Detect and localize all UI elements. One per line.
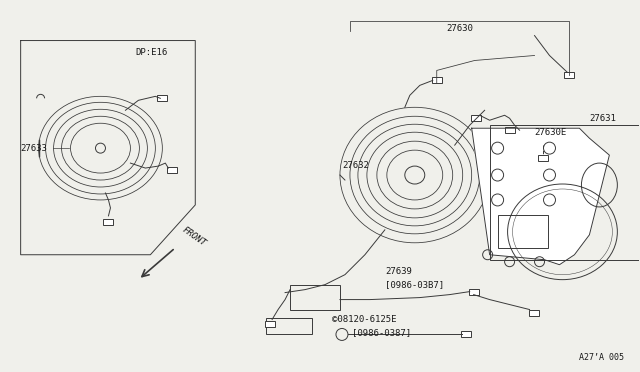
Bar (157, 95, 167, 101)
Text: [0986-03B7]: [0986-03B7] (385, 280, 444, 289)
Bar (266, 318, 312, 334)
Text: DP:E16: DP:E16 (136, 48, 168, 57)
Bar (265, 321, 275, 327)
Polygon shape (472, 128, 609, 265)
Bar (564, 73, 575, 78)
Text: A27’A 005: A27’A 005 (579, 353, 625, 362)
Bar (490, 125, 639, 260)
Bar (529, 310, 538, 315)
Text: 27633: 27633 (20, 144, 47, 153)
Bar (468, 289, 479, 295)
Text: 27639: 27639 (385, 267, 412, 276)
Text: 27631: 27631 (589, 114, 616, 123)
Bar (290, 285, 340, 310)
Bar (167, 167, 177, 173)
Text: FRONT: FRONT (180, 225, 207, 248)
Bar (538, 155, 547, 161)
Bar (104, 219, 113, 225)
Bar (470, 115, 481, 121)
Text: [0986-0387]: [0986-0387] (352, 328, 411, 337)
Text: 27630: 27630 (446, 24, 473, 33)
Bar (432, 77, 442, 83)
Bar (461, 331, 470, 337)
Text: 27630E: 27630E (534, 128, 567, 137)
Text: 27632: 27632 (342, 161, 369, 170)
Bar (498, 215, 547, 248)
Bar (504, 127, 515, 133)
Text: ©08120-6125E: ©08120-6125E (332, 315, 396, 324)
